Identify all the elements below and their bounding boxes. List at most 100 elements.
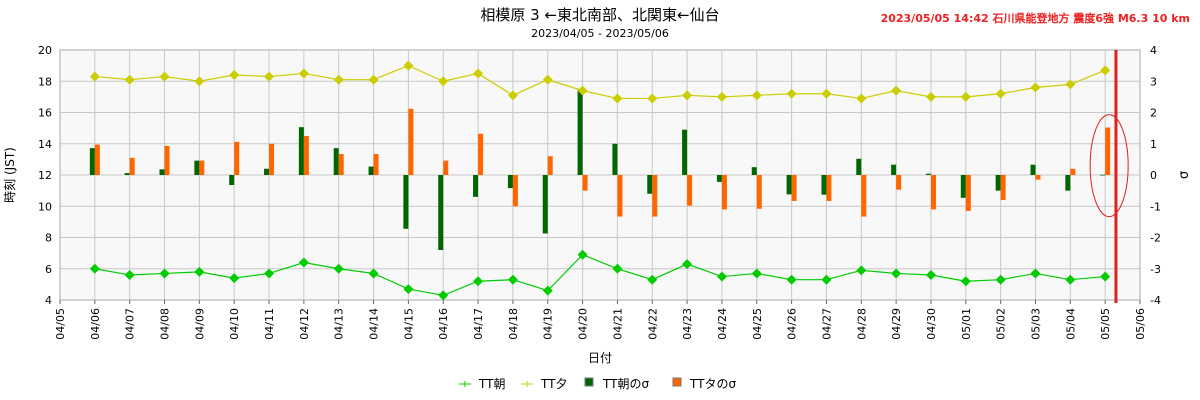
point-tt-evening <box>473 68 484 79</box>
point-tt-evening <box>403 60 414 71</box>
bar-sigma-evening <box>512 175 518 207</box>
bar-sigma-evening <box>373 154 379 175</box>
point-tt-evening <box>960 91 971 102</box>
point-tt-evening <box>682 90 693 101</box>
y-tick-label: 20 <box>38 44 52 57</box>
highlight-ellipse <box>1089 114 1129 218</box>
point-tt-evening <box>194 76 205 87</box>
point-tt-evening <box>159 71 170 82</box>
bar-sigma-evening <box>721 175 727 210</box>
legend-swatch-sigma-morning <box>584 377 594 387</box>
x-tick-label: 04/24 <box>716 308 729 340</box>
point-tt-evening <box>298 68 309 79</box>
bar-sigma-evening <box>547 156 553 175</box>
point-tt-morning <box>89 263 100 274</box>
x-tick-label: 04/06 <box>89 308 102 340</box>
chart-title: 相模原 3 ←東北南部、北関東←仙台 <box>480 6 719 24</box>
chart-subtitle: 2023/04/05 - 2023/05/06 <box>531 27 669 40</box>
bar-sigma-morning <box>298 127 304 175</box>
bar-sigma-evening <box>861 175 867 217</box>
y-tick-label: 8 <box>45 232 52 245</box>
bar-sigma-morning <box>1100 174 1106 176</box>
point-tt-morning <box>333 263 344 274</box>
x-tick-label: 04/15 <box>402 308 415 340</box>
bar-sigma-morning <box>473 175 479 197</box>
y-tick-label: 6 <box>45 263 52 276</box>
x-tick-label: 05/03 <box>1029 308 1042 340</box>
point-tt-morning <box>751 268 762 279</box>
bar-sigma-evening <box>1035 175 1041 180</box>
point-tt-morning <box>925 270 936 280</box>
point-tt-morning <box>682 259 693 270</box>
legend-label-tt-morning: TT朝 <box>478 377 505 391</box>
point-tt-morning <box>159 268 170 279</box>
y-tick-label: 14 <box>38 138 52 151</box>
x-tick-label: 04/27 <box>820 308 833 340</box>
x-tick-label: 04/30 <box>925 308 938 340</box>
bar-sigma-evening <box>930 175 936 210</box>
legend-label-tt-evening: TT夕 <box>540 377 567 391</box>
bar-sigma-evening <box>687 175 693 206</box>
bar-sigma-morning <box>682 129 688 175</box>
x-tick-label: 04/21 <box>611 308 624 340</box>
point-tt-morning <box>124 270 135 280</box>
point-tt-evening <box>577 85 588 96</box>
x-tick-label: 04/28 <box>855 308 868 340</box>
point-tt-evening <box>612 93 623 104</box>
x-tick-label: 04/08 <box>159 308 172 340</box>
point-tt-morning <box>507 274 518 285</box>
bar-sigma-morning <box>856 158 862 175</box>
point-tt-morning <box>473 276 484 287</box>
bar-sigma-evening <box>478 133 484 175</box>
y2-tick-label: 3 <box>1150 75 1157 88</box>
bar-sigma-evening <box>1070 168 1076 175</box>
bar-sigma-morning <box>612 143 618 175</box>
point-tt-morning <box>1065 274 1076 285</box>
point-tt-evening <box>716 91 727 102</box>
point-tt-evening <box>368 74 379 85</box>
legend-swatch-sigma-evening <box>672 377 682 387</box>
legend: TT朝 TT夕 TT朝のσ TTタのσ <box>459 377 736 391</box>
point-tt-evening <box>333 74 344 85</box>
bar-sigma-morning <box>995 175 1001 191</box>
bar-sigma-morning <box>821 175 827 195</box>
line-tt-morning <box>94 253 1106 296</box>
point-tt-evening <box>124 74 135 85</box>
point-tt-morning <box>786 274 797 285</box>
point-tt-evening <box>891 85 902 96</box>
bar-sigma-evening <box>826 175 832 201</box>
x-tick-label: 04/25 <box>751 308 764 340</box>
bar-sigma-evening <box>965 175 971 211</box>
bar-sigma-evening <box>269 143 275 175</box>
bar-sigma-evening <box>94 144 100 175</box>
bar-sigma-morning <box>647 175 653 194</box>
point-tt-evening <box>507 90 518 101</box>
bar-sigma-evening <box>791 175 797 201</box>
x-tick-label: 05/02 <box>995 308 1008 340</box>
bar-sigma-morning <box>194 160 200 175</box>
y2-tick-label: -4 <box>1150 294 1161 307</box>
point-tt-evening <box>1100 65 1111 76</box>
point-tt-morning <box>438 290 449 301</box>
point-tt-morning <box>960 276 971 287</box>
x-tick-label: 04/13 <box>333 308 346 340</box>
point-tt-evening <box>856 93 867 104</box>
y2-tick-label: 4 <box>1150 44 1157 57</box>
x-tick-label: 05/01 <box>960 308 973 340</box>
y2-tick-label: 0 <box>1150 169 1157 182</box>
point-tt-evening <box>786 88 797 99</box>
x-tick-label: 04/11 <box>263 308 276 340</box>
point-tt-evening <box>647 93 658 104</box>
y-tick-label: 18 <box>38 75 52 88</box>
bar-sigma-morning <box>751 167 757 175</box>
bar-sigma-morning <box>124 173 130 175</box>
bar-sigma-morning <box>333 148 339 175</box>
bar-sigma-evening <box>756 175 762 209</box>
point-tt-morning <box>577 249 588 260</box>
x-tick-label: 04/20 <box>577 308 590 340</box>
point-tt-evening <box>995 88 1006 99</box>
point-tt-morning <box>821 274 832 285</box>
x-tick-label: 04/23 <box>681 308 694 340</box>
point-tt-evening <box>438 76 449 87</box>
